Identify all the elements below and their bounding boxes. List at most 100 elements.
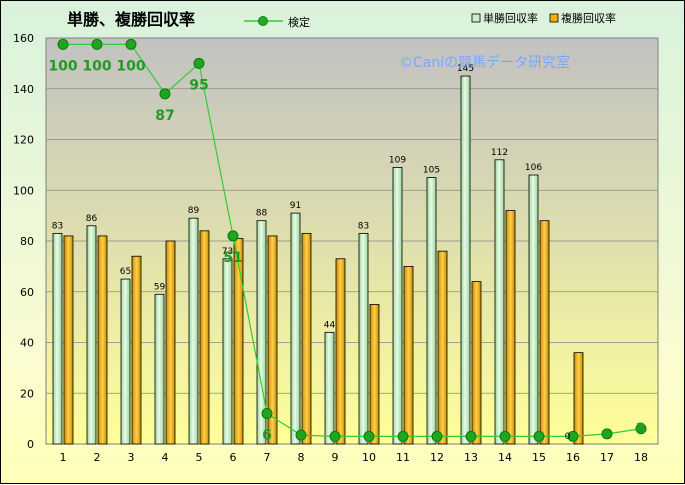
bar-value-label: 65 [120, 267, 131, 277]
line-point [125, 38, 137, 50]
bar-fukusho [539, 220, 550, 445]
bar-value-label: 86 [86, 214, 98, 224]
bar-tansho [460, 75, 471, 445]
bar-value-label: 0 [565, 432, 571, 442]
line-series [57, 38, 647, 442]
y-tick-label: 40 [20, 337, 34, 350]
line-point [363, 430, 375, 442]
data-labels: 83 86 65 59 89 73 88 91 44 83 109 105 145 112 106 0 100 1… [48, 58, 645, 443]
bar-value-label: 109 [389, 155, 406, 165]
y-tick-label: 0 [27, 438, 34, 451]
bar-value-label: 145 [457, 64, 474, 74]
watermark-text: ©Caniの競馬データ研究室 [399, 54, 570, 71]
line-value-label: 100 [82, 58, 111, 74]
bar-fukusho [573, 352, 584, 445]
bar-value-label: 83 [52, 221, 63, 231]
x-tick-label: 17 [600, 451, 614, 464]
bar-fukusho [63, 235, 74, 445]
y-tick-label: 100 [13, 184, 34, 197]
grid-lines [46, 88, 658, 394]
x-tick-label: 13 [464, 451, 478, 464]
bar-tansho [188, 217, 199, 445]
x-tick-label: 3 [128, 451, 135, 464]
bar-fukusho [199, 230, 210, 445]
line-point [329, 430, 341, 442]
bar-value-label: 112 [491, 148, 508, 158]
x-tick-label: 6 [230, 451, 237, 464]
line-kentei [63, 43, 642, 437]
bar-fukusho [369, 304, 380, 445]
line-point [91, 38, 103, 50]
bar-tansho [222, 258, 233, 445]
legend-bar1-swatch [471, 13, 481, 23]
bar-fukusho [233, 238, 244, 445]
x-tick-label: 7 [264, 451, 271, 464]
y-axis-ticks: 0 20 40 60 80 100 120 140 160 [13, 32, 34, 451]
bar-tansho [120, 278, 131, 445]
line-point [159, 88, 171, 100]
line-value-label: 2 [636, 421, 646, 437]
bar-value-label: 89 [188, 206, 200, 216]
line-point [601, 428, 613, 440]
chart-title: 単勝、複勝回収率 [67, 10, 195, 29]
x-tick-label: 10 [362, 451, 376, 464]
bar-fukusho [437, 250, 448, 445]
x-tick-label: 16 [566, 451, 580, 464]
bar-tansho [494, 159, 505, 445]
bar-value-label: 88 [256, 209, 268, 219]
line-point [465, 430, 477, 442]
bar-value-label: 83 [358, 221, 369, 231]
x-tick-label: 14 [498, 451, 512, 464]
x-tick-label: 12 [430, 451, 444, 464]
bar-tansho [324, 331, 335, 445]
line-point [193, 57, 205, 69]
bar-value-label: 91 [290, 201, 301, 211]
legend-bar2-swatch [549, 13, 559, 23]
bar-value-label: 73 [222, 247, 233, 257]
line-value-label: 100 [116, 58, 145, 74]
y-tick-label: 140 [13, 83, 34, 96]
bar-tansho [392, 167, 403, 445]
bar-fukusho [97, 235, 108, 445]
y-tick-label: 160 [13, 32, 34, 45]
bar-fukusho [165, 240, 176, 445]
line-value-label: 6 [262, 428, 272, 444]
x-tick-label: 11 [396, 451, 410, 464]
bar-tansho [86, 225, 97, 445]
line-value-label: 51 [223, 250, 242, 266]
bar-fukusho [131, 255, 142, 445]
line-point [499, 430, 511, 442]
bar-tansho [52, 232, 63, 445]
x-axis-ticks: 1 2 3 4 5 6 7 8 9 10 11 12 13 14 15 16 17 18 [60, 451, 649, 464]
line-value-label: 95 [189, 77, 208, 93]
x-tick-label: 4 [162, 451, 169, 464]
line-value-label: 87 [155, 108, 174, 124]
legend: 検定 単勝回収率 複勝回収率 [244, 11, 616, 29]
bar-tansho [358, 232, 369, 445]
x-tick-label: 18 [634, 451, 648, 464]
bar-fukusho [403, 265, 414, 445]
legend-bar2-label: 複勝回収率 [561, 11, 616, 25]
y-tick-label: 80 [20, 235, 34, 248]
legend-bar1-label: 単勝回収率 [483, 11, 538, 25]
line-point [635, 423, 647, 435]
bar-tansho [256, 220, 267, 445]
line-value-label: 100 [48, 58, 77, 74]
x-tick-label: 9 [332, 451, 339, 464]
bar-value-label: 106 [525, 163, 542, 173]
bar-fukusho [505, 210, 516, 445]
y-tick-label: 60 [20, 286, 34, 299]
line-point [567, 430, 579, 442]
line-point [261, 408, 273, 420]
bar-fukusho [301, 232, 312, 445]
x-tick-label: 15 [532, 451, 546, 464]
x-tick-label: 2 [94, 451, 101, 464]
x-tick-label: 8 [298, 451, 305, 464]
bar-tansho [290, 212, 301, 445]
bar-tansho [528, 174, 539, 445]
y-tick-label: 20 [20, 387, 34, 400]
x-tick-label: 5 [196, 451, 203, 464]
line-point [533, 430, 545, 442]
